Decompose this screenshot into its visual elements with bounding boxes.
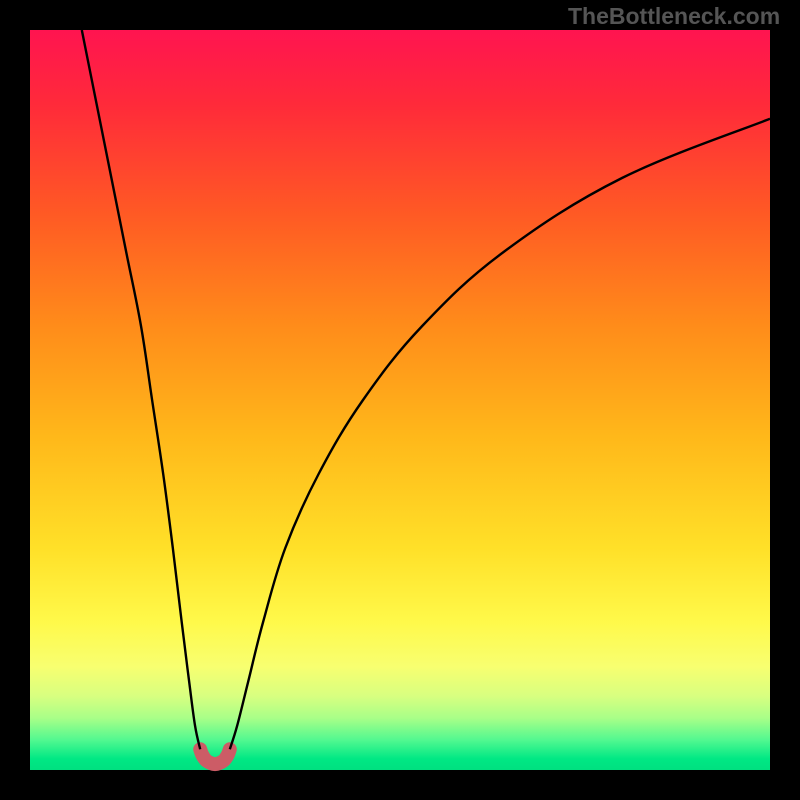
right-curve bbox=[230, 119, 770, 749]
bottom-lobe bbox=[200, 749, 230, 764]
curve-overlay bbox=[0, 0, 800, 800]
watermark-text: TheBottleneck.com bbox=[568, 3, 780, 30]
chart-frame: TheBottleneck.com bbox=[0, 0, 800, 800]
left-curve bbox=[82, 30, 200, 749]
